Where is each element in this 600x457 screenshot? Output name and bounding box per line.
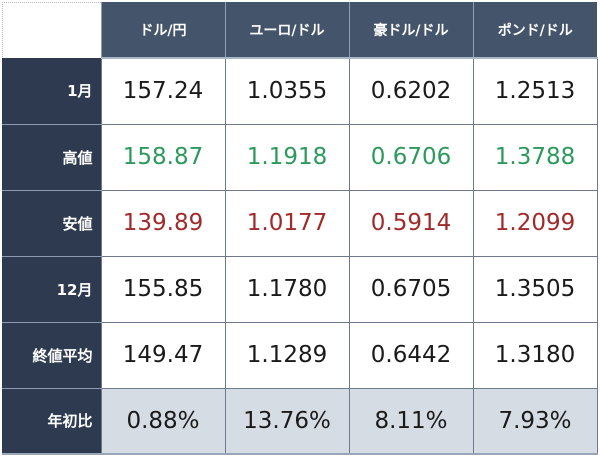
corner-cell — [2, 2, 101, 58]
column-header-gbpusd: ポンド/ドル — [472, 2, 597, 59]
row-header: 高値 — [2, 124, 101, 191]
row-header: 1月 — [2, 58, 101, 125]
cell-value: 0.6442 — [348, 322, 473, 389]
table-row-low: 安値 139.89 1.0177 0.5914 1.2099 — [2, 190, 598, 257]
row-header: 年初比 — [2, 388, 101, 455]
cell-value: 0.5914 — [348, 190, 473, 257]
cell-value: 139.89 — [100, 190, 225, 257]
column-header-usdjpy: ドル/円 — [100, 2, 225, 59]
table-row-december: 12月 155.85 1.1780 0.6705 1.3505 — [2, 256, 598, 323]
cell-value: 13.76% — [224, 388, 349, 455]
header-row: ドル/円 ユーロ/ドル 豪ドル/ドル ポンド/ドル — [2, 2, 597, 59]
cell-value: 0.6706 — [348, 124, 473, 191]
cell-value: 0.88% — [100, 388, 225, 455]
corner-cell-outline — [2, 2, 101, 57]
cell-value: 0.6202 — [348, 58, 473, 125]
row-header: 12月 — [2, 256, 101, 323]
cell-value: 1.1780 — [224, 256, 349, 323]
cell-value: 155.85 — [100, 256, 225, 323]
cell-value: 1.0355 — [224, 58, 349, 125]
row-header: 安値 — [2, 190, 101, 257]
cell-value: 1.3788 — [472, 124, 598, 191]
column-header-eurusd: ユーロ/ドル — [224, 2, 349, 59]
cell-value: 1.2513 — [472, 58, 598, 125]
row-header: 終値平均 — [2, 322, 101, 389]
cell-value: 7.93% — [472, 388, 598, 455]
table-row-year-to-date: 年初比 0.88% 13.76% 8.11% 7.93% — [2, 388, 598, 455]
cell-value: 0.6705 — [348, 256, 473, 323]
cell-value: 1.3505 — [472, 256, 598, 323]
cell-value: 1.1918 — [224, 124, 349, 191]
cell-value: 1.0177 — [224, 190, 349, 257]
cell-value: 157.24 — [100, 58, 225, 125]
cell-value: 8.11% — [348, 388, 473, 455]
cell-value: 1.2099 — [472, 190, 598, 257]
cell-value: 149.47 — [100, 322, 225, 389]
table-row-january: 1月 157.24 1.0355 0.6202 1.2513 — [2, 58, 598, 125]
table-row-high: 高値 158.87 1.1918 0.6706 1.3788 — [2, 124, 598, 191]
column-header-audusd: 豪ドル/ドル — [348, 2, 473, 59]
cell-value: 158.87 — [100, 124, 225, 191]
table-row-closing-average: 終値平均 149.47 1.1289 0.6442 1.3180 — [2, 322, 598, 389]
cell-value: 1.3180 — [472, 322, 598, 389]
cell-value: 1.1289 — [224, 322, 349, 389]
